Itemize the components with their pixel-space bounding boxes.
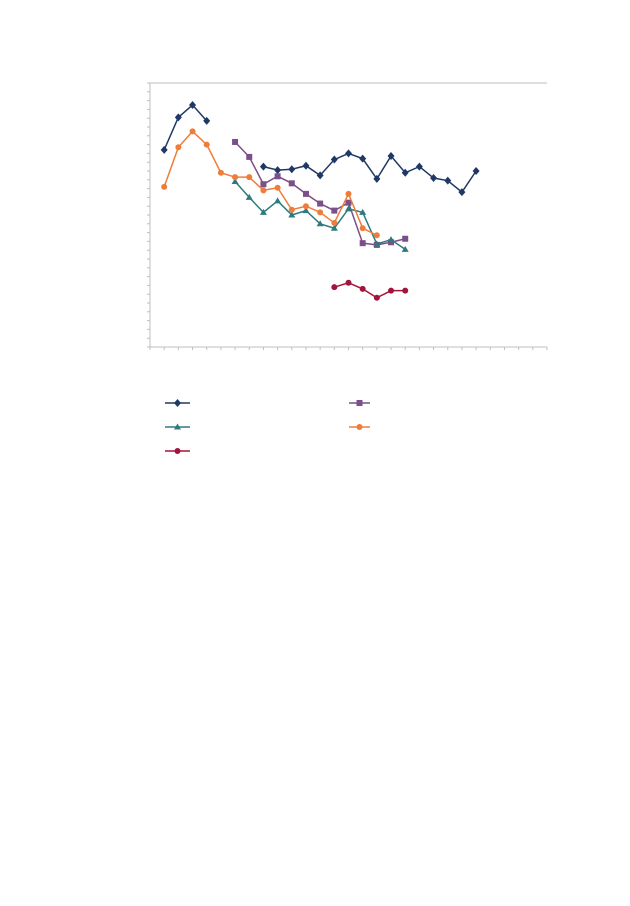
data-point bbox=[401, 245, 409, 252]
data-point bbox=[274, 184, 281, 191]
data-point bbox=[359, 154, 367, 163]
data-point bbox=[458, 188, 466, 197]
data-point bbox=[189, 101, 197, 109]
data-point bbox=[345, 279, 352, 286]
data-point bbox=[217, 169, 224, 176]
data-point bbox=[260, 187, 267, 194]
data-point bbox=[415, 162, 423, 171]
data-point bbox=[345, 199, 352, 206]
data-point bbox=[387, 236, 395, 243]
data-point bbox=[359, 225, 366, 232]
data-point bbox=[401, 168, 409, 177]
data-point bbox=[302, 190, 309, 197]
legend-marker bbox=[174, 423, 181, 430]
data-point bbox=[359, 240, 366, 247]
data-point bbox=[373, 294, 380, 301]
data-point bbox=[359, 285, 366, 292]
data-point bbox=[232, 138, 239, 145]
series-line bbox=[334, 281, 406, 299]
data-point bbox=[274, 197, 282, 204]
series-line bbox=[234, 141, 406, 246]
data-point bbox=[373, 174, 381, 183]
data-point bbox=[316, 171, 324, 180]
data-point bbox=[387, 152, 395, 161]
legend-marker bbox=[174, 448, 181, 454]
data-point bbox=[345, 190, 352, 197]
data-point bbox=[189, 128, 196, 135]
data-point bbox=[331, 219, 338, 226]
data-point bbox=[288, 180, 295, 187]
data-point bbox=[316, 220, 324, 227]
data-point bbox=[373, 240, 381, 247]
data-point bbox=[232, 174, 239, 181]
data-point bbox=[317, 209, 324, 216]
data-point bbox=[274, 173, 281, 180]
data-point bbox=[317, 200, 324, 207]
legend-marker bbox=[174, 399, 181, 407]
data-point bbox=[331, 284, 338, 291]
data-point bbox=[472, 167, 480, 175]
series-line bbox=[163, 130, 378, 236]
data-point bbox=[402, 287, 409, 294]
data-point bbox=[288, 206, 295, 213]
data-point bbox=[359, 208, 367, 215]
data-point bbox=[203, 116, 211, 125]
data-point bbox=[402, 235, 409, 242]
data-point bbox=[246, 174, 253, 181]
data-point bbox=[345, 205, 352, 212]
data-point bbox=[388, 239, 395, 246]
data-point bbox=[331, 207, 338, 214]
data-point bbox=[345, 149, 352, 158]
data-point bbox=[302, 203, 309, 210]
series-line bbox=[163, 103, 477, 194]
series-line bbox=[234, 181, 406, 250]
data-point bbox=[288, 165, 296, 174]
data-point bbox=[160, 145, 168, 154]
data-point bbox=[231, 178, 239, 185]
data-point bbox=[288, 211, 296, 218]
data-point bbox=[330, 224, 338, 231]
data-point bbox=[246, 153, 253, 160]
data-point bbox=[388, 287, 395, 294]
data-point bbox=[444, 176, 452, 185]
data-point bbox=[274, 166, 282, 175]
data-point bbox=[302, 207, 310, 214]
data-point bbox=[259, 208, 267, 215]
legend-marker bbox=[356, 400, 363, 406]
data-point bbox=[373, 232, 380, 239]
data-point bbox=[259, 162, 267, 171]
data-point bbox=[260, 181, 267, 188]
legend-marker bbox=[356, 424, 363, 430]
data-point bbox=[330, 155, 338, 164]
data-point bbox=[175, 144, 182, 151]
data-point bbox=[161, 183, 168, 190]
data-point bbox=[302, 161, 310, 170]
data-point bbox=[430, 174, 438, 183]
data-point bbox=[174, 113, 182, 122]
data-point bbox=[203, 141, 210, 148]
data-point bbox=[245, 193, 253, 200]
